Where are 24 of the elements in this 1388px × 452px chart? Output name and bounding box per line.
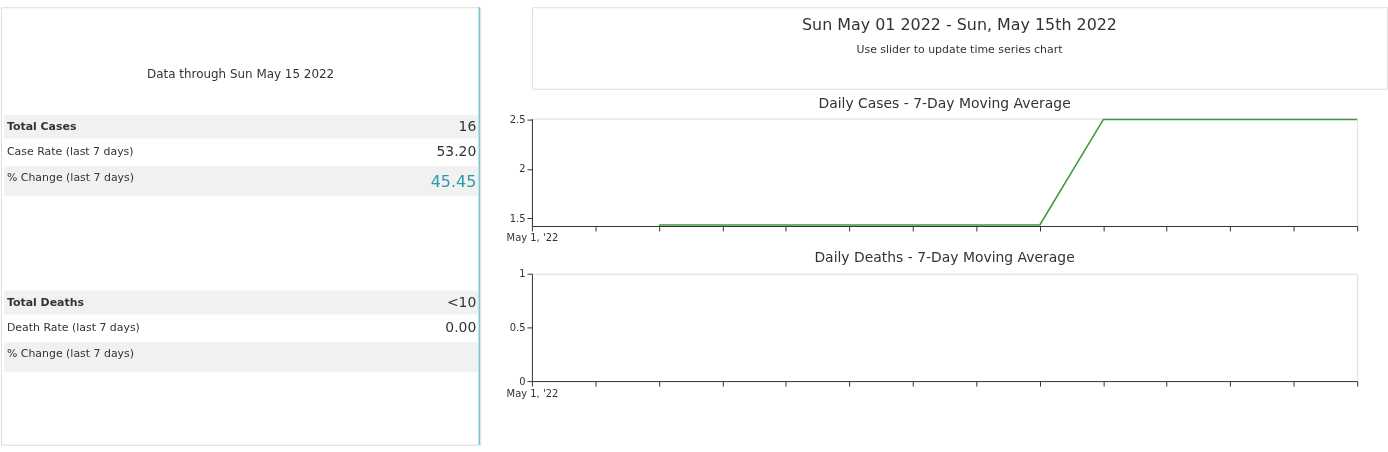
chart-title: Daily Deaths - 7-Day Moving Average <box>814 248 1075 265</box>
x-tick-label: May 1, '22 <box>506 232 559 244</box>
text: Total Cases <box>6 119 77 133</box>
y-tick-label: 1 <box>519 268 526 280</box>
y-tick-label: 0.5 <box>509 321 526 333</box>
text: 53.20 <box>436 143 477 160</box>
text: % Change (last 7 days) <box>6 171 134 185</box>
y-tick-label: 2 <box>519 163 526 175</box>
text: Total Deaths <box>6 295 84 309</box>
text: % Change (last 7 days) <box>6 347 134 361</box>
text: <10 <box>446 293 477 310</box>
text: Case Rate (last 7 days) <box>6 145 134 159</box>
text: Use slider to update time series chart <box>856 42 1064 56</box>
text: 16 <box>458 117 477 134</box>
text: 45.45 <box>430 172 477 192</box>
y-tick-label: 0 <box>519 375 526 387</box>
text: 0.00 <box>445 319 477 336</box>
chart-title: Daily Cases - 7-Day Moving Average <box>818 94 1071 111</box>
text: Data through Sun May 15 2022 <box>147 66 335 81</box>
x-tick-label: May 1, '22 <box>506 387 559 399</box>
text: Death Rate (last 7 days) <box>6 321 140 335</box>
y-tick-label: 2.5 <box>509 114 526 126</box>
text: Sun May 01 2022 - Sun, May 15th 2022 <box>801 15 1117 35</box>
y-tick-label: 1.5 <box>509 212 526 224</box>
